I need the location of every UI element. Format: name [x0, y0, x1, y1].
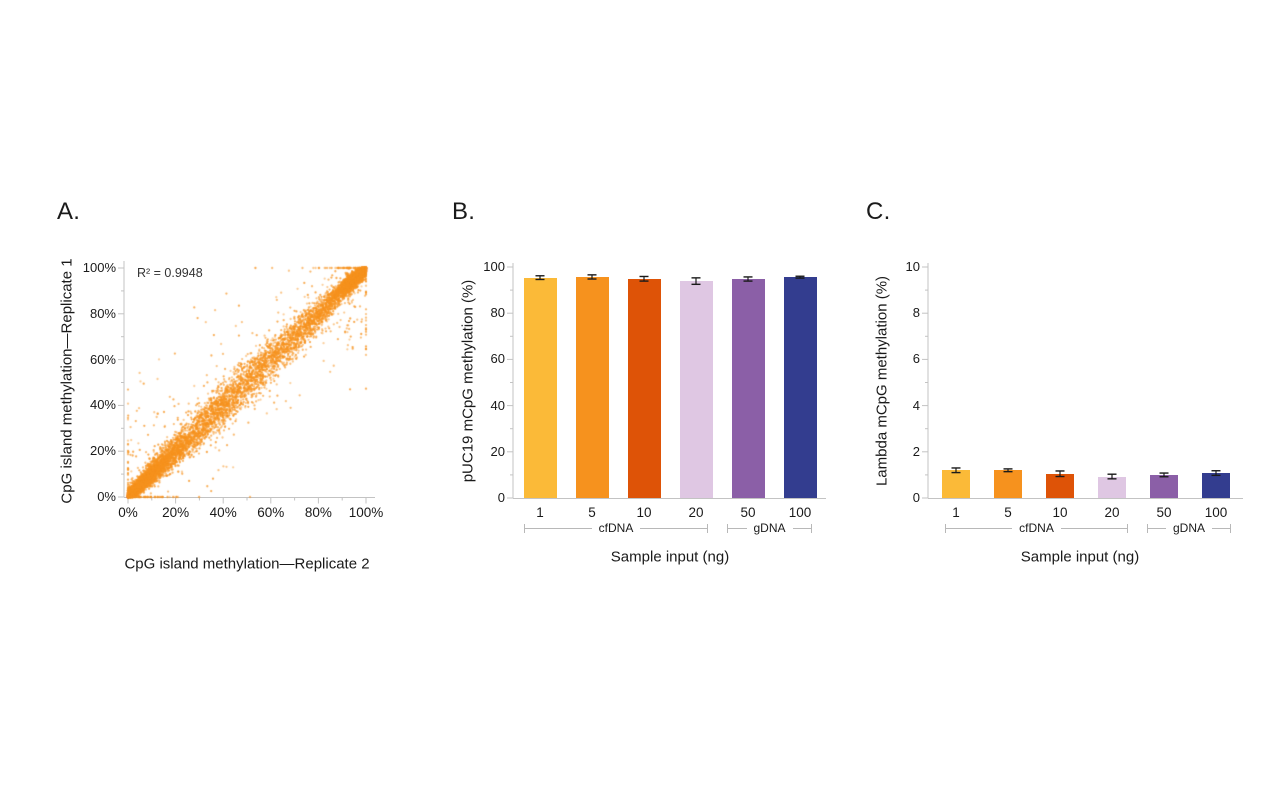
y-tick-label: 6 — [912, 351, 920, 367]
bar-5ng — [994, 470, 1022, 498]
y-tick-label: 100% — [82, 260, 116, 275]
x-tick-label: 40% — [209, 505, 237, 520]
bracket-line — [792, 527, 812, 529]
x-tick-label: 0% — [118, 505, 138, 520]
y-tick-label: 20 — [490, 443, 505, 459]
y-tick-label: 40 — [490, 397, 505, 413]
bar-100ng — [1202, 473, 1230, 498]
y-tick-label: 0 — [497, 490, 505, 505]
y-tick-label: 4 — [912, 397, 920, 413]
bracket-end-right — [811, 523, 813, 533]
bar-100ng — [783, 277, 817, 498]
x-tick-label: 20% — [162, 505, 190, 520]
y-axis-title: CpG island methylation—Replicate 1 — [58, 258, 76, 504]
bracket-end-left — [1147, 523, 1148, 533]
bar-20ng — [679, 281, 713, 498]
group-bracket-gDNA: gDNA — [1147, 521, 1232, 535]
x-tick-label: 10 — [1052, 505, 1068, 520]
x-tick-label: 80% — [304, 505, 332, 520]
y-axis-title: pUC19 mCpG methylation (%) — [459, 279, 477, 483]
r-squared-annotation: R² = 0.9948 — [137, 266, 203, 280]
bar-10ng — [627, 278, 661, 498]
bracket-line — [640, 527, 708, 529]
x-tick-label: 100% — [348, 505, 384, 520]
x-tick-label: 10 — [636, 505, 652, 520]
group-label: cfDNA — [1019, 521, 1054, 535]
bracket-end-right — [1230, 523, 1232, 533]
x-tick-label: 20 — [688, 505, 704, 520]
group-bracket-gDNA: gDNA — [727, 521, 813, 535]
y-tick-label: 60% — [89, 351, 116, 367]
y-tick-label: 10 — [905, 259, 920, 274]
y-tick-label: 80 — [490, 305, 505, 321]
y-tick-label: 100 — [483, 259, 505, 274]
bar-1ng — [523, 277, 557, 498]
y-tick-label: 2 — [912, 443, 920, 459]
bracket-end-right — [1127, 523, 1129, 533]
bar-10ng — [1046, 473, 1074, 498]
y-tick-label: 0 — [912, 490, 920, 505]
y-tick-label: 40% — [89, 397, 116, 413]
panel-a-label: A. — [57, 198, 81, 225]
bracket-end-right — [707, 523, 709, 533]
bar-50ng — [731, 279, 765, 498]
x-axis-title: CpG island methylation—Replicate 2 — [124, 555, 370, 573]
x-tick-label: 5 — [588, 505, 596, 520]
panel-b-label: B. — [452, 198, 476, 225]
panel-c-label: C. — [866, 198, 891, 225]
x-tick-label: 1 — [952, 505, 960, 520]
group-bracket-cfDNA: cfDNA — [524, 521, 709, 535]
bar-5ng — [575, 276, 609, 498]
bracket-line — [946, 527, 1013, 529]
y-axis-title: Lambda mCpG methylation (%) — [873, 275, 891, 487]
group-label: gDNA — [753, 521, 786, 535]
group-bracket-cfDNA: cfDNA — [945, 521, 1129, 535]
x-tick-label: 1 — [536, 505, 544, 520]
bracket-end-left — [727, 523, 728, 533]
x-tick-label: 50 — [740, 505, 756, 520]
bracket-line — [1148, 527, 1166, 529]
x-tick-label: 5 — [1004, 505, 1012, 520]
bracket-line — [728, 527, 747, 529]
y-tick-label: 20% — [89, 443, 116, 459]
group-label: cfDNA — [598, 521, 634, 535]
group-label: gDNA — [1173, 521, 1206, 535]
x-axis-title: Sample input (ng) — [1020, 548, 1140, 566]
bar-50ng — [1150, 474, 1178, 498]
y-tick-label: 0% — [97, 489, 116, 504]
y-tick-label: 60 — [490, 351, 505, 367]
y-tick-label: 8 — [912, 305, 920, 321]
x-tick-label: 100 — [1204, 505, 1228, 520]
bracket-line — [1212, 527, 1231, 529]
bar-1ng — [942, 470, 970, 498]
y-tick-label: 80% — [89, 305, 116, 321]
bracket-end-left — [945, 523, 946, 533]
bracket-line — [525, 527, 592, 529]
x-axis-title: Sample input (ng) — [610, 548, 730, 566]
x-tick-label: 50 — [1156, 505, 1172, 520]
x-tick-label: 20 — [1104, 505, 1120, 520]
bracket-end-left — [524, 523, 525, 533]
x-tick-label: 60% — [257, 505, 285, 520]
bar-20ng — [1098, 476, 1126, 498]
scatter-points-canvas — [120, 257, 382, 505]
bracket-line — [1060, 527, 1128, 529]
x-tick-label: 100 — [788, 505, 812, 520]
